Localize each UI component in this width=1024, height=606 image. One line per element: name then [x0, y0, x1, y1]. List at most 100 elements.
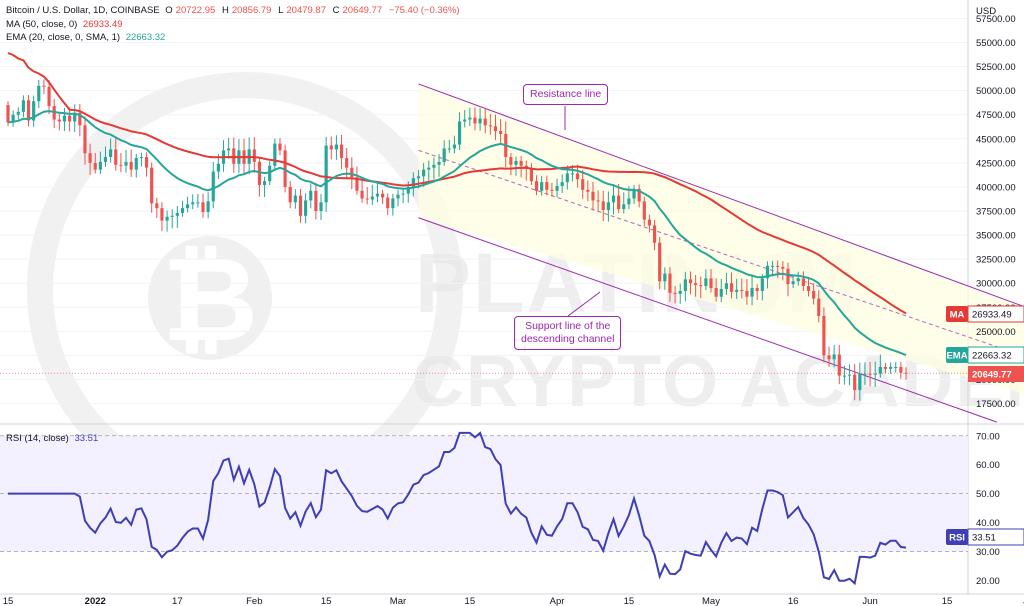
candle-body [360, 190, 364, 199]
candle-body [647, 219, 652, 226]
candle-body [473, 117, 477, 124]
ema-20-line [7, 110, 907, 357]
ema-tag-value-box [967, 346, 1024, 364]
candle-body [298, 195, 303, 216]
candle-body [827, 355, 831, 360]
candle-body [750, 288, 754, 297]
candle-body [252, 149, 256, 162]
open-label: O [165, 5, 173, 16]
candle-body [309, 190, 313, 201]
candle-body [755, 288, 759, 291]
candle-body [786, 268, 790, 285]
rsi-legend-label: RSI (14, close) [6, 433, 69, 444]
price-tick-label: 35000.00 [976, 231, 1016, 242]
channel-midline [418, 149, 1024, 357]
candle-body [73, 112, 77, 122]
candle-body [406, 186, 410, 194]
candle-body [719, 288, 723, 297]
candle-body [452, 144, 457, 149]
candle-body [499, 131, 503, 134]
time-tick-label: 16 [788, 596, 799, 606]
price-tag-value-box [968, 366, 1024, 382]
candle-body [560, 182, 564, 186]
candle-body [103, 157, 108, 162]
price-tick-label: 57500.00 [976, 14, 1016, 25]
price-tick-label: 45000.00 [976, 134, 1016, 145]
candle-body [288, 186, 292, 203]
candle-body [889, 366, 893, 369]
candle-body [555, 185, 559, 191]
candle-body [139, 157, 143, 159]
ema-legend-value: 22663.32 [125, 32, 166, 43]
candle-body [488, 125, 492, 127]
candle-body [216, 163, 220, 172]
candle-body [724, 283, 728, 289]
candle-body [514, 160, 518, 165]
candle-body [709, 278, 713, 289]
candle-body [899, 366, 903, 373]
rsi-tick-label: 30.00 [976, 547, 1000, 558]
resistance-line [418, 83, 1024, 308]
support-annotation-line2: descending channel [521, 333, 615, 345]
candle-body [817, 298, 821, 316]
candle-body [812, 290, 816, 299]
candle-body [457, 121, 462, 145]
candle-body [278, 143, 282, 151]
candle-body [591, 191, 595, 201]
candle-body [160, 208, 164, 221]
candle-body [678, 290, 682, 294]
low-value: 20479.87 [286, 5, 326, 16]
candle-body [760, 278, 764, 291]
candle-body [878, 366, 882, 374]
price-tick-label: 50000.00 [976, 86, 1016, 97]
candle-body [155, 203, 159, 209]
channel-band [418, 83, 1024, 394]
support-line-annotation: Support line of the descending channel [514, 316, 622, 350]
candle-body [632, 188, 636, 199]
price-tag-value: 20649.77 [972, 370, 1012, 381]
candle-body [16, 111, 20, 115]
candle-body [293, 195, 297, 203]
candle-body [534, 181, 539, 191]
rsi-tick-label: 40.00 [976, 518, 1000, 529]
high-value: 20856.79 [231, 5, 272, 16]
candle-body [688, 279, 693, 284]
candle-body [781, 266, 785, 269]
symbol-title: Bitcoin / U.S. Dollar, 1D, COINBASE [6, 5, 160, 16]
candle-body [765, 265, 770, 279]
candle-body [262, 181, 267, 186]
candle-body [509, 157, 513, 165]
rsi-line [8, 431, 907, 586]
candle-body [437, 161, 441, 165]
time-tick-label: 2022 [85, 596, 106, 606]
rsi-tag-label-box [946, 529, 968, 545]
candle-body [134, 158, 138, 170]
candle-body [858, 373, 862, 391]
candle-body [329, 145, 333, 150]
resistance-line-annotation: Resistance line [523, 84, 609, 105]
price-tick-label: 30000.00 [976, 279, 1016, 290]
candle-body [180, 208, 185, 213]
candle-body [565, 173, 569, 183]
candle-body [206, 201, 210, 212]
rsi-legend[interactable]: RSI (14, close) 33.51 [6, 433, 101, 444]
candle-body [396, 194, 400, 199]
candle-body [427, 167, 431, 170]
candle-body [62, 115, 67, 122]
candle-body [32, 101, 36, 121]
candle-body [740, 289, 744, 291]
candle-body [83, 125, 87, 154]
candle-body [273, 143, 277, 166]
ema-legend[interactable]: EMA (20, close, 0, SMA, 1) 22663.32 [6, 32, 168, 43]
candle-body [468, 117, 472, 120]
resistance-annotation-text: Resistance line [530, 88, 602, 100]
ma-legend[interactable]: MA (50, close, 0) 26933.49 [6, 19, 126, 30]
candle-body [268, 165, 272, 182]
candle-body [257, 161, 262, 186]
ma-tag-value: 26933.49 [972, 310, 1012, 321]
candle-body [365, 198, 369, 200]
candle-body [837, 354, 841, 376]
candle-body [627, 198, 631, 205]
